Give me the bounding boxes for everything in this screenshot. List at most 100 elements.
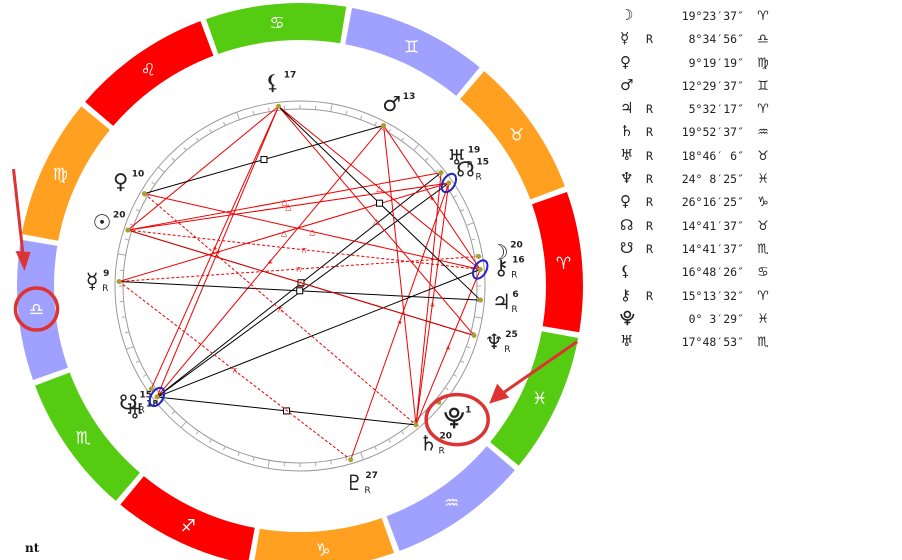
degree-tick: [157, 166, 165, 173]
position-degrees: 19°23′37″: [681, 9, 744, 23]
chiron-point: [477, 267, 483, 273]
libra-arrow: [12, 168, 25, 260]
aspect-symbol: △: [376, 184, 383, 193]
retrograde-flag: R: [646, 125, 653, 140]
sign-icon: ♉: [757, 218, 769, 234]
zodiac-segment-virgo: [21, 106, 110, 241]
aspect-line-chiron-saturn: [415, 269, 481, 426]
aspect-line-moon-mercury: [119, 255, 479, 283]
planet-icon: ☽: [620, 6, 634, 24]
degree-tick: [223, 121, 226, 126]
planet-icon: ☿: [620, 29, 630, 48]
moon-point: [476, 253, 482, 259]
zodiac-segment-cancer: [205, 3, 347, 54]
position-row: ♅ R 18°46′ 6″ ♉: [620, 144, 776, 167]
sign-icon: ♓: [757, 172, 769, 188]
degree-tick: [360, 115, 363, 120]
zodiac-ring: ♈ ♉ ♊ ♋ ♌ ♍ ♎ ♏ ♐ ♑ ♒ ♓: [16, 3, 583, 560]
degree-tick: [424, 157, 429, 162]
planet-icon: ⯓: [620, 308, 635, 327]
degree-tick: [474, 316, 483, 319]
aspect-line-sun-north_node: [127, 182, 449, 231]
zodiac-segment-sagittarius: [120, 476, 255, 560]
uranus_taurus-degree: 19: [468, 146, 481, 156]
position-degrees: 18°46′ 6″: [681, 148, 744, 163]
proserpina-glyph-icon: ⯓: [444, 406, 465, 430]
position-degrees: 14°41′37″: [681, 218, 744, 233]
proserpina-arrow-head-icon: [489, 383, 510, 404]
position-row: ☿ R 8°34′56″ ♎: [620, 27, 776, 50]
south_node-retrograde: R: [138, 406, 144, 416]
degree-tick: [121, 316, 126, 318]
zodiac-segment-capricorn: [254, 518, 395, 560]
sign-icon: ♈: [757, 9, 769, 24]
degree-tick: [345, 111, 348, 116]
degree-tick: [460, 209, 465, 212]
zodiac-segment-scorpio: [35, 372, 140, 501]
capricorn-sign-icon: ♑: [315, 540, 330, 560]
planet-positions-table: ☽ 19°23′37″ ♈ ☿ R 8°34′56″ ♎ ♀ 9°19′19″ ♍ ♂ 12°29′3…: [620, 4, 776, 353]
jupiter-retrograde: R: [511, 305, 517, 315]
south_node-glyph-icon: ☋: [119, 391, 138, 415]
south_node-degree: 15: [139, 391, 152, 401]
mercury-degree: 9: [103, 269, 109, 279]
retrograde-flag: R: [646, 172, 653, 187]
sign-icon: ♎: [757, 32, 769, 48]
sign-icon: ♏: [757, 241, 769, 257]
position-degrees: 14°41′37″: [681, 241, 744, 256]
aspect-line-south_node-lilith: [150, 106, 279, 390]
chiron-glyph-icon: ⚷: [493, 255, 508, 279]
position-row: ♃ R 5°32′17″ ♈: [620, 97, 776, 120]
position-row: ☽ 19°23′37″ ♈: [620, 4, 776, 27]
uranus_scorpio-highlight-ellipse: [148, 386, 166, 408]
aspect-line-pluto-north_node: [350, 182, 450, 460]
retrograde-flag: R: [646, 288, 653, 303]
zodiac-segment-gemini: [345, 7, 480, 96]
sun-glyph-icon: ☉: [93, 211, 112, 235]
sun-point: [125, 227, 131, 233]
mars-point: [381, 122, 387, 128]
lilith-glyph-icon: ⚸: [265, 70, 280, 94]
planet-icon: ♃: [620, 99, 634, 118]
position-row: ⚸ 16°48′26″ ♋: [620, 260, 776, 283]
position-row: ♅ 17°48′53″ ♏: [620, 330, 776, 353]
degree-tick: [388, 128, 391, 133]
aspect-symbol: ⚹: [430, 300, 435, 309]
sign-icon: ♓: [757, 311, 769, 327]
retrograde-flag: R: [646, 241, 653, 256]
planet-icon: ⚷: [620, 285, 631, 304]
pluto-retrograde: R: [364, 486, 370, 496]
position-degrees: 26°16′25″: [681, 195, 744, 210]
planet-icon: ☋: [620, 238, 634, 257]
sign-icon: ♈: [757, 288, 769, 304]
sign-icon: ♏: [757, 335, 769, 351]
chiron-degree: 16: [512, 255, 525, 265]
degree-tick: [360, 452, 364, 461]
zodiac-segment-taurus: [460, 71, 565, 200]
position-row: ☊ R 14°41′37″ ♉: [620, 214, 776, 237]
degree-tick: [401, 137, 405, 142]
proserpina-degree: 1: [465, 406, 471, 416]
aspect-symbol: ⚻: [296, 265, 301, 274]
retrograde-flag: R: [646, 218, 653, 233]
degree-tick: [135, 360, 140, 363]
aspect-line-uranus_scorpio-chiron: [156, 269, 481, 398]
degree-tick: [466, 346, 471, 349]
degree-tick: [125, 331, 130, 334]
moon-glyph-icon: ☽: [490, 241, 509, 265]
aspect-line-lilith-neptune: [278, 105, 475, 336]
aspect-line-north_node-saturn: [415, 182, 450, 425]
degree-tick: [444, 387, 449, 391]
degree-tick: [413, 143, 420, 151]
cancer-sign-icon: ♋: [269, 14, 284, 34]
aspect-symbol: ⚻: [301, 246, 306, 255]
lilith-point: [276, 103, 282, 109]
retrograde-flag: R: [646, 102, 653, 117]
degree-tick: [236, 111, 240, 120]
venus-point: [141, 191, 147, 197]
scorpio-sign-icon: ♏: [76, 429, 91, 449]
aspect-line-mars-chiron: [383, 125, 481, 270]
uranus_taurus-retrograde: R: [467, 161, 473, 171]
sign-icon: ♉: [757, 148, 769, 164]
planet-icon: ♅: [620, 332, 634, 351]
